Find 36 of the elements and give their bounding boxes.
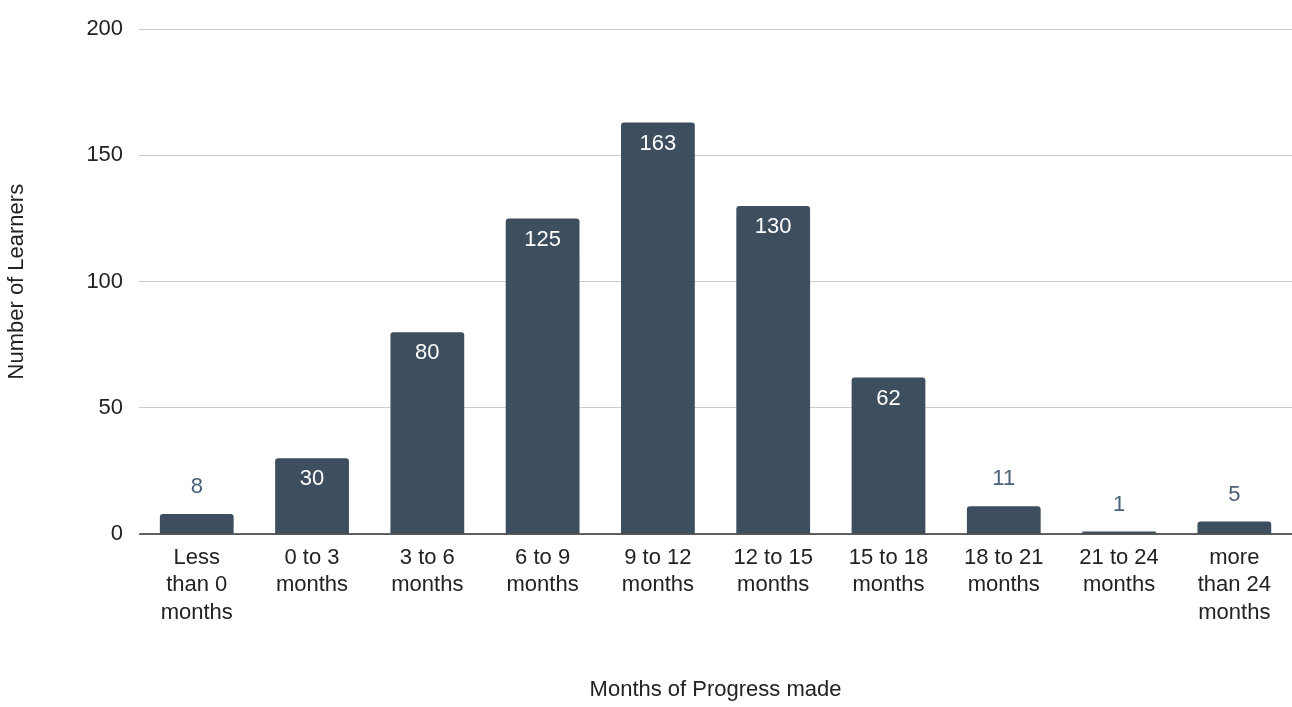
x-tick-label: 6 to 9 months [506, 543, 579, 597]
bar [505, 218, 580, 534]
x-tick-label: Less than 0 months [160, 543, 233, 624]
data-label: 163 [639, 129, 677, 155]
bar [159, 513, 234, 534]
x-axis-title: Months of Progress made [589, 675, 842, 701]
x-tick-label: 15 to 18 months [848, 543, 929, 597]
data-label: 5 [1228, 480, 1241, 506]
bar [851, 377, 926, 534]
x-tick-label: 0 to 3 months [275, 543, 349, 597]
y-tick-label: 150 [86, 141, 124, 167]
x-tick-label: more than 24 months [1197, 543, 1272, 624]
data-label: 8 [190, 472, 203, 498]
y-tick-label: 0 [110, 520, 124, 546]
bar [966, 506, 1041, 534]
bar [1197, 521, 1272, 534]
bar [736, 205, 811, 534]
x-tick-label: 18 to 21 months [964, 543, 1044, 597]
bar [275, 458, 349, 534]
data-label: 30 [299, 465, 325, 491]
x-tick-label: 21 to 24 months [1079, 543, 1159, 597]
data-label: 80 [415, 339, 440, 365]
data-label: 1 [1112, 490, 1126, 516]
x-tick-label: 3 to 6 months [391, 543, 464, 597]
y-axis-title: Number of Learners [3, 183, 29, 380]
data-label: 11 [992, 465, 1016, 491]
data-label: 62 [876, 384, 901, 410]
y-tick-label: 200 [86, 15, 124, 41]
x-tick-label: 12 to 15 months [733, 543, 813, 597]
bar [621, 122, 695, 534]
data-label: 130 [754, 212, 792, 238]
x-tick-label: 9 to 12 months [621, 543, 694, 597]
y-tick-label: 50 [98, 393, 124, 419]
y-tick-label: 100 [86, 267, 124, 293]
bar [390, 332, 465, 534]
data-label: 125 [524, 225, 561, 251]
